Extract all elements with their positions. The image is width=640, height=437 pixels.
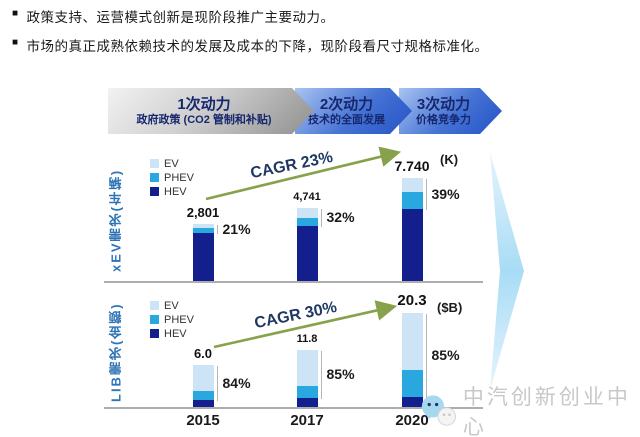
bar-2015 <box>192 224 214 281</box>
watermark-text: 中汽创新创业中心 <box>462 385 631 437</box>
bar-segment-hev <box>296 226 318 281</box>
bar-segment-hev <box>401 209 423 281</box>
share-percent-label: 21% <box>222 220 251 237</box>
legend-label: HEV <box>164 327 187 340</box>
legend-label: PHEV <box>164 171 194 184</box>
bar-segment-phev <box>401 192 423 209</box>
bar-segment-ev <box>401 178 423 192</box>
legend-item-ev: EV <box>150 157 194 170</box>
legend-label: EV <box>164 299 179 312</box>
banner-title: 1次动力 <box>177 95 231 113</box>
share-percent-label: 85% <box>326 366 355 382</box>
legend-item-ev: EV <box>150 299 194 312</box>
legend-label: EV <box>164 157 179 170</box>
chart2-cagr-label: CAGR 30% <box>253 298 339 333</box>
banner-stage-1: 1次动力 政府政策 (CO2 管制和补贴) <box>108 88 314 134</box>
banner-subtitle: 政府政策 (CO2 管制和补贴) <box>136 113 272 126</box>
bar-segment-hev <box>296 398 318 407</box>
share-bracket-line <box>425 179 427 210</box>
total-value-label: 2,801 <box>186 205 220 220</box>
bullet-text: 政策支持、运营模式创新是现阶段推广主要动力。 <box>26 10 335 25</box>
legend-swatch-ev <box>150 301 159 310</box>
bar-2017 <box>296 350 318 407</box>
share-percent-label: 84% <box>222 374 251 391</box>
bar-segment-phev <box>296 218 318 226</box>
legend-swatch-phev <box>150 173 159 182</box>
legend-swatch-hev <box>150 329 159 338</box>
watermark: 中汽创新创业中心 <box>420 381 640 437</box>
banner-stage-2: 2次动力 技术的全面发展 <box>295 88 412 134</box>
bar-2017 <box>296 208 318 281</box>
bullet-square-icon: ■ <box>12 37 19 48</box>
legend-item-hev: HEV <box>150 185 194 198</box>
bar-segment-ev <box>296 208 318 218</box>
banner-subtitle: 价格竞争力 <box>416 113 471 126</box>
share-percent-label: 32% <box>326 209 355 225</box>
x-axis-label-2015: 2015 <box>186 412 220 429</box>
legend-swatch-phev <box>150 315 159 324</box>
total-value-label: 6.0 <box>193 346 213 361</box>
bar-segment-hev <box>192 233 214 281</box>
share-bracket-line <box>320 351 322 399</box>
legend-swatch-hev <box>150 187 159 196</box>
wechat-icon <box>421 395 456 426</box>
bar-segment-phev <box>192 391 214 400</box>
bar-2020 <box>401 178 423 281</box>
chart2-legend: EV PHEV HEV <box>150 299 194 341</box>
total-value-label: 11.8 <box>296 333 318 345</box>
x-axis-label-2017: 2017 <box>290 412 324 429</box>
chart2-y-axis-label: LIB需求(金额) <box>108 302 124 403</box>
chart2-x-axis-line <box>104 407 483 409</box>
bar-segment-hev <box>192 400 214 407</box>
banner-title: 3次动力 <box>416 95 471 113</box>
bullet-text: 市场的真正成熟依赖技术的发展及成本的下降，现阶段看尺寸规格标准化。 <box>26 39 489 54</box>
bar-segment-ev <box>192 365 214 391</box>
share-bracket-line <box>320 209 322 227</box>
share-percent-label: 85% <box>431 347 460 363</box>
banner-title: 2次动力 <box>319 95 374 113</box>
chart1-cagr-label: CAGR 23% <box>249 148 335 183</box>
bullet-item: ■ 政策支持、运营模式创新是现阶段推广主要动力。 <box>12 6 612 26</box>
bullet-square-icon: ■ <box>12 8 19 19</box>
chart1-legend: EV PHEV HEV <box>150 157 194 199</box>
legend-item-hev: HEV <box>150 327 194 340</box>
total-value-label: 4,741 <box>293 191 321 203</box>
legend-label: PHEV <box>164 313 194 326</box>
share-percent-label: 39% <box>431 185 460 202</box>
bar-segment-ev <box>296 350 318 386</box>
bar-segment-phev <box>192 228 214 233</box>
chart1-x-axis-line <box>104 281 483 283</box>
bar-segment-ev <box>401 313 423 370</box>
bullet-item: ■ 市场的真正成熟依赖技术的发展及成本的下降，现阶段看尺寸规格标准化。 <box>12 35 612 55</box>
share-bracket-line <box>216 225 218 234</box>
bar-segment-phev <box>296 386 318 398</box>
share-bracket-line <box>216 366 218 401</box>
legend-swatch-ev <box>150 159 159 168</box>
legend-item-phev: PHEV <box>150 171 194 184</box>
legend-item-phev: PHEV <box>150 313 194 326</box>
bullet-list: ■ 政策支持、运营模式创新是现阶段推广主要动力。 ■ 市场的真正成熟依赖技术的发… <box>12 6 612 64</box>
chart1-unit-label: (K) <box>440 152 459 167</box>
banner-stage-3: 3次动力 价格竞争力 <box>399 88 502 134</box>
banner-subtitle: 技术的全面发展 <box>308 113 385 126</box>
legend-label: HEV <box>164 185 187 198</box>
bar-2015 <box>192 365 214 407</box>
chart1-y-axis-label: xEV需求(车辆) <box>108 168 124 272</box>
bar-segment-ev <box>192 224 214 228</box>
chart2-unit-label: ($B) <box>437 300 463 315</box>
